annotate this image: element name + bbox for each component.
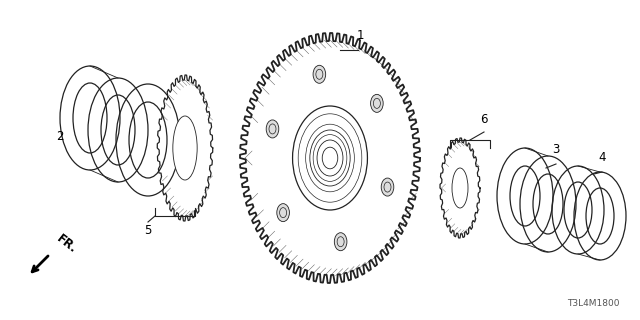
Ellipse shape (173, 116, 197, 180)
Text: 6: 6 (480, 113, 488, 126)
Text: FR.: FR. (54, 232, 79, 256)
Text: T3L4M1800: T3L4M1800 (568, 299, 620, 308)
Ellipse shape (334, 233, 347, 251)
Ellipse shape (371, 94, 383, 112)
Ellipse shape (277, 204, 289, 222)
Ellipse shape (313, 65, 326, 83)
Ellipse shape (381, 178, 394, 196)
Text: 2: 2 (56, 130, 64, 142)
Text: 5: 5 (144, 224, 152, 237)
Ellipse shape (292, 106, 367, 210)
Ellipse shape (266, 120, 279, 138)
Text: 1: 1 (356, 29, 364, 42)
Text: 3: 3 (552, 143, 560, 156)
Ellipse shape (452, 168, 468, 208)
Text: 4: 4 (598, 151, 605, 164)
